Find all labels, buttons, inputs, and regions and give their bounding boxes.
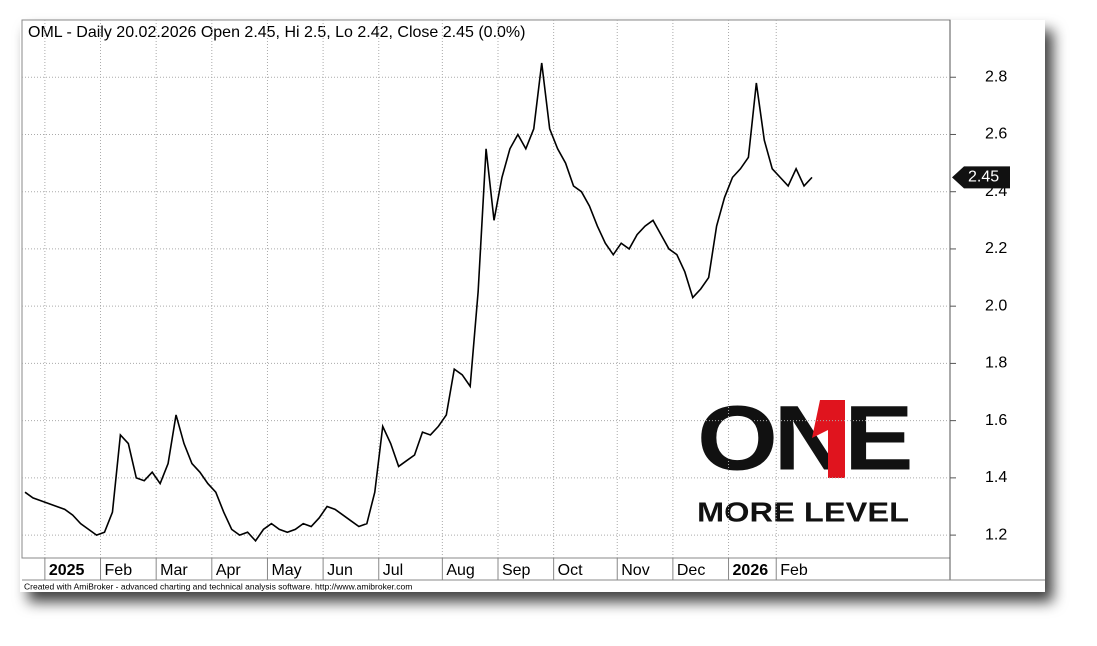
x-tick-label: Feb xyxy=(105,562,133,579)
y-tick-label: 1.8 xyxy=(985,355,1007,372)
x-tick-label: Apr xyxy=(216,562,242,579)
x-tick-label: Dec xyxy=(677,562,705,579)
x-tick-label: 2025 xyxy=(49,562,85,579)
x-tick-label: Aug xyxy=(446,562,474,579)
y-tick-label: 2.0 xyxy=(985,297,1007,314)
y-tick-label: 2.8 xyxy=(985,68,1007,85)
x-tick-label: Jul xyxy=(383,562,403,579)
chart-title: OML - Daily 20.02.2026 Open 2.45, Hi 2.5… xyxy=(28,24,525,41)
x-tick-label: Nov xyxy=(621,562,649,579)
price-tag xyxy=(952,166,1010,189)
logo: ONE MORE LEVEL xyxy=(697,387,914,527)
footer: Created with AmiBroker - advanced charti… xyxy=(24,581,412,591)
y-tick-label: 2.6 xyxy=(985,126,1007,143)
logo-accent xyxy=(812,400,845,478)
x-tick-label: 2026 xyxy=(733,562,769,579)
x-tick-label: Mar xyxy=(160,562,188,579)
x-tick-label: Sep xyxy=(502,562,531,579)
price-tag-label: 2.45 xyxy=(968,169,999,186)
y-tick-label: 1.2 xyxy=(985,526,1007,543)
logo-bottom: MORE LEVEL xyxy=(697,496,909,527)
y-tick-label: 2.2 xyxy=(985,240,1007,257)
price-line xyxy=(24,62,813,543)
y-tick-label: 1.6 xyxy=(985,412,1007,429)
logo-top: ONE xyxy=(697,387,910,489)
x-tick-label: Jun xyxy=(327,562,353,579)
x-tick-label: Oct xyxy=(558,562,583,579)
x-tick-label: Feb xyxy=(780,562,808,579)
x-tick-label: May xyxy=(271,562,301,579)
y-tick-label: 1.4 xyxy=(985,469,1007,486)
